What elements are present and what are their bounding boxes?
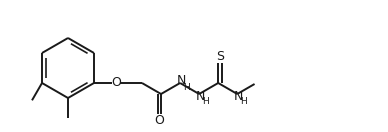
Text: S: S	[216, 50, 224, 62]
Text: H: H	[202, 98, 209, 107]
Text: H: H	[241, 98, 247, 107]
Text: O: O	[111, 77, 121, 89]
Text: N: N	[234, 89, 243, 103]
Text: H: H	[183, 82, 190, 91]
Text: O: O	[154, 114, 165, 128]
Text: N: N	[196, 89, 205, 103]
Text: N: N	[177, 74, 186, 88]
